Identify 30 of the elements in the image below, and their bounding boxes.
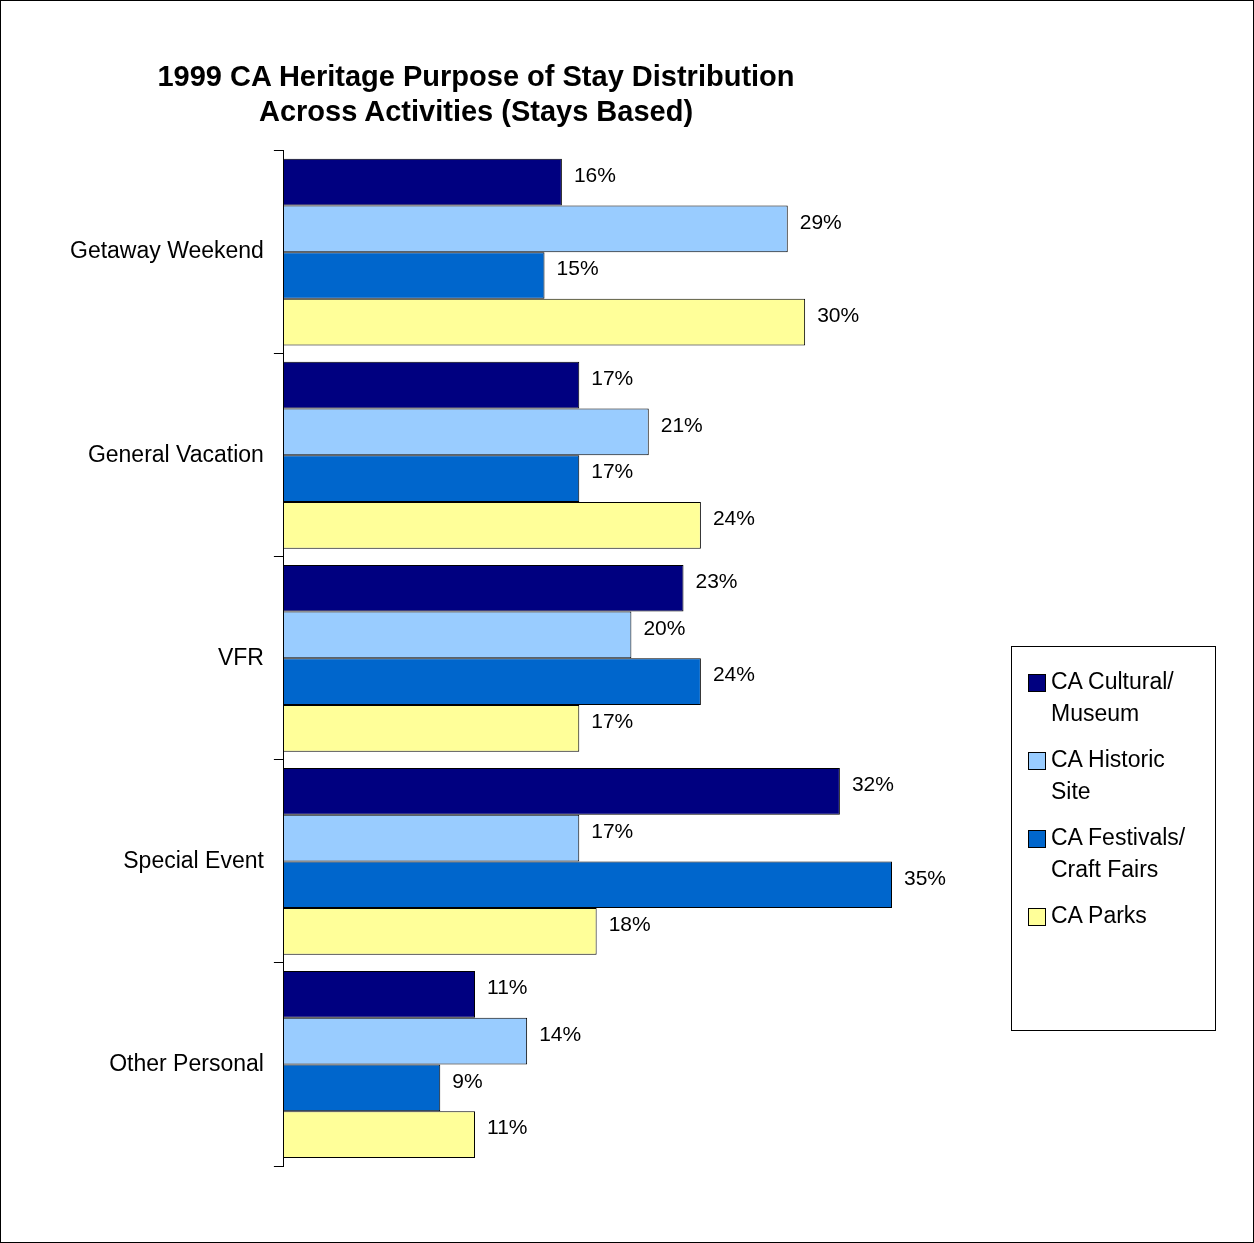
data-label: 17%	[591, 818, 634, 842]
y-tick-label: VFR	[217, 643, 264, 670]
y-tick-label: General Vacation	[87, 440, 264, 467]
data-label: 14%	[539, 1021, 582, 1045]
data-label: 9%	[452, 1068, 483, 1092]
data-label: 35%	[904, 865, 947, 889]
data-label: 20%	[643, 615, 686, 639]
y-tick-label: Getaway Weekend	[70, 237, 264, 264]
data-label: 17%	[591, 709, 634, 733]
data-label: 24%	[712, 506, 755, 530]
data-label: 24%	[712, 662, 755, 686]
data-label: 11%	[487, 975, 528, 999]
legend-label: CA Cultural/ Museum	[1051, 667, 1175, 728]
y-tick-label: Special Event	[123, 846, 265, 873]
data-label: 18%	[608, 912, 651, 936]
legend-label: CA Parks	[1051, 901, 1147, 930]
y-tick-label: Other Personal	[109, 1049, 264, 1076]
data-label: 21%	[660, 412, 703, 436]
data-label: 11%	[487, 1115, 528, 1139]
data-label: 17%	[591, 365, 634, 389]
data-label: 23%	[695, 569, 738, 593]
chart-title: 1999 CA Heritage Purpose of Stay Distribution Across Activities (Stays Based)	[157, 60, 795, 128]
data-label: 17%	[591, 459, 634, 483]
legend-label: CA Historic Site	[1051, 745, 1166, 806]
data-label: 16%	[573, 162, 616, 186]
legend-label: CA Festivals/ Craft Fairs	[1051, 823, 1187, 884]
data-label: 15%	[556, 256, 599, 280]
data-label: 32%	[851, 772, 894, 796]
data-label: 30%	[817, 303, 860, 326]
data-label: 29%	[799, 209, 842, 233]
